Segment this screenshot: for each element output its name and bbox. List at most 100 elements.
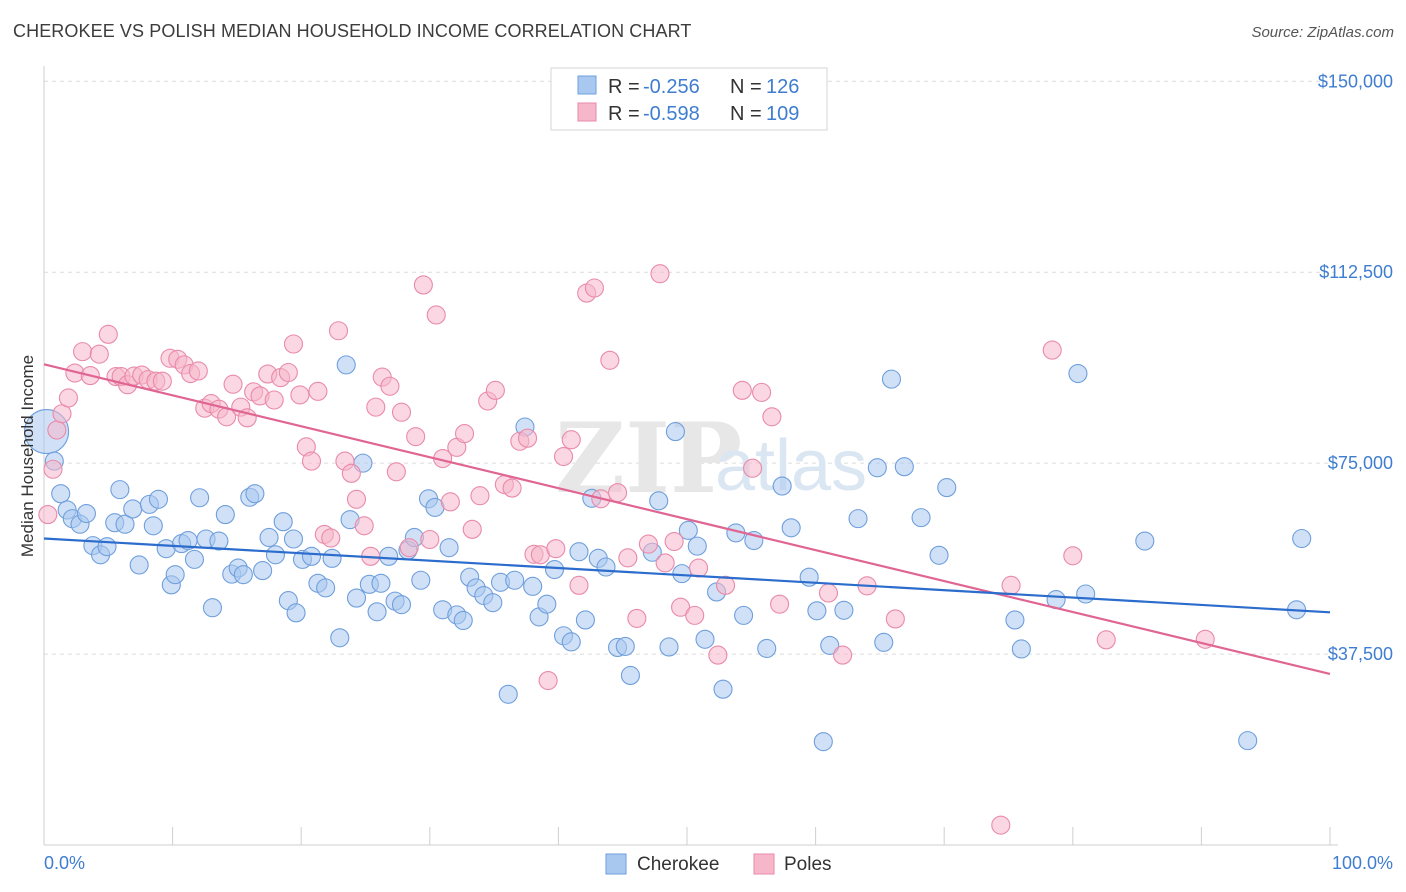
- source-credit: Source: ZipAtlas.com: [1251, 24, 1394, 41]
- cherokee-point: [286, 603, 306, 623]
- poles-point: [278, 362, 298, 383]
- cherokee-point: [874, 632, 894, 652]
- poles-point: [98, 324, 118, 344]
- cherokee-point: [259, 527, 279, 548]
- cherokee-point: [316, 578, 336, 598]
- cherokee-point: [1011, 639, 1031, 659]
- cherokee-point: [97, 537, 117, 557]
- cherokee-point: [615, 636, 635, 656]
- cherokee-trendline: [43, 537, 1331, 614]
- cherokee-point: [1238, 731, 1258, 751]
- cherokee-point: [391, 595, 412, 615]
- poles-point: [502, 478, 522, 498]
- cherokee-point: [165, 565, 185, 585]
- cherokee-point: [649, 491, 669, 511]
- legend-poles-r-label: R =: [608, 103, 645, 125]
- poles-point: [752, 382, 772, 402]
- cherokee-point: [1068, 363, 1088, 384]
- poles-point: [380, 376, 400, 396]
- poles-point: [664, 531, 684, 552]
- cherokee-point: [148, 489, 169, 509]
- poles-point: [391, 402, 412, 422]
- poles-trendline: [43, 363, 1331, 675]
- poles-point: [188, 361, 208, 381]
- y-axis-label: Median Household Income: [18, 355, 37, 557]
- legend-frame: [550, 67, 828, 131]
- cherokee-point: [575, 610, 595, 630]
- y-tick-label: $150,000: [1318, 71, 1393, 91]
- cherokee-point: [1076, 584, 1096, 604]
- cherokee-point: [848, 509, 868, 529]
- poles-point: [627, 608, 647, 628]
- legend-swatch-poles: [577, 102, 597, 122]
- cherokee-point: [672, 564, 692, 584]
- cherokee-point: [346, 588, 367, 608]
- poles-point: [485, 380, 505, 400]
- cherokee-point: [123, 499, 143, 519]
- poles-point: [517, 428, 538, 448]
- bottom-legend-swatch-cherokee: [605, 853, 627, 875]
- poles-point: [685, 605, 705, 625]
- poles-point: [366, 397, 386, 417]
- cherokee-point: [1005, 610, 1025, 630]
- x-tick-label-end: 100.0%: [1332, 853, 1393, 873]
- cherokee-point: [411, 570, 431, 590]
- legend-cherokee-r-value: -0.256: [643, 76, 700, 98]
- legend-swatch-cherokee: [577, 75, 597, 95]
- poles-point: [732, 380, 752, 400]
- cherokee-point: [1135, 531, 1155, 551]
- poles-point: [308, 381, 328, 401]
- cherokee-point: [233, 565, 253, 585]
- cherokee-point: [911, 508, 931, 528]
- poles-point: [538, 670, 558, 691]
- cherokee-point: [596, 557, 616, 577]
- y-tick-labels: $37,500 $75,000 $112,500 $150,000: [1318, 71, 1393, 664]
- bottom-legend-cherokee: Cherokee: [637, 854, 719, 875]
- poles-point: [553, 446, 574, 467]
- poles-point: [89, 344, 109, 364]
- cherokee-point: [129, 555, 149, 575]
- poles-point: [638, 534, 658, 554]
- cherokee-point: [505, 570, 525, 590]
- poles-point: [328, 321, 349, 341]
- series-poles-points: [38, 264, 1215, 835]
- cherokee-point: [620, 665, 640, 686]
- poles-point: [671, 597, 691, 617]
- cherokee-point: [807, 601, 827, 621]
- poles-point: [354, 516, 374, 536]
- poles-point: [770, 594, 790, 614]
- poles-point: [470, 486, 490, 506]
- cherokee-point: [937, 478, 957, 498]
- poles-point: [223, 374, 243, 394]
- cherokee-point: [695, 629, 715, 649]
- poles-point: [399, 538, 419, 558]
- poles-point: [762, 407, 782, 427]
- cherokee-point: [184, 549, 205, 569]
- cherokee-point: [115, 514, 135, 534]
- cherokee-point: [569, 542, 589, 562]
- cherokee-point: [813, 732, 833, 752]
- cherokee-point: [894, 457, 914, 477]
- poles-point: [716, 575, 736, 595]
- poles-point: [386, 462, 406, 482]
- legend-poles-n-label: N =: [730, 103, 767, 125]
- cherokee-point: [51, 484, 71, 504]
- poles-point: [561, 430, 581, 450]
- legend-cherokee-n-label: N =: [730, 76, 767, 98]
- poles-point: [413, 275, 433, 295]
- cherokee-point: [367, 602, 387, 622]
- poles-point: [426, 305, 446, 325]
- cherokee-point: [772, 476, 792, 496]
- poles-point: [608, 483, 628, 503]
- x-tick-labels: 0.0% 100.0%: [44, 853, 1393, 873]
- cherokee-point: [659, 637, 679, 657]
- poles-point: [569, 575, 589, 595]
- poles-point: [38, 505, 58, 525]
- cherokee-point: [202, 598, 223, 618]
- poles-point: [290, 385, 310, 405]
- cherokee-point: [245, 484, 265, 504]
- cherokee-point: [881, 369, 902, 389]
- poles-point: [833, 645, 853, 665]
- legend-cherokee-r-label: R =: [608, 76, 645, 98]
- cherokee-point: [834, 600, 854, 620]
